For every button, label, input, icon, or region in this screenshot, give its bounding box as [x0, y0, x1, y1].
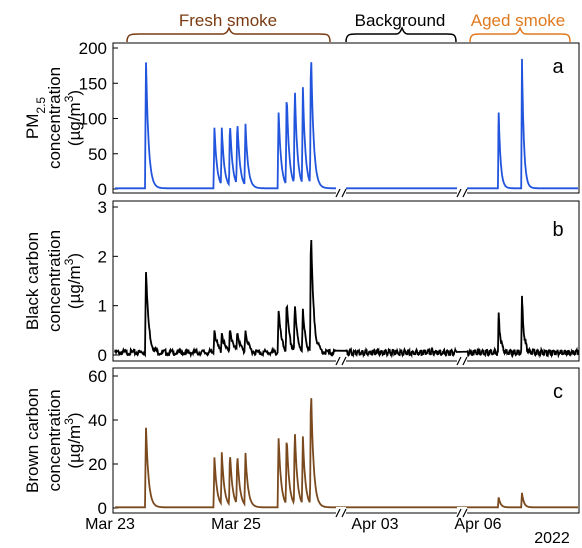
y-tick-label: 50	[88, 145, 107, 164]
y-axis-label-line: (µg/m3)	[62, 253, 84, 309]
y-tick-label: 0	[98, 499, 107, 518]
x-axis: Mar 23 Mar 25 Apr 03 Apr 06 2022	[85, 516, 570, 547]
y-tick-label: 2	[98, 247, 107, 266]
axis-break-mark	[456, 356, 462, 366]
axis-break-gap	[336, 187, 346, 199]
series-line-segment	[114, 239, 337, 359]
series-line-segment	[115, 398, 336, 509]
series-line-segment	[335, 346, 457, 359]
y-tick-label: 200	[79, 39, 107, 58]
period-label-fresh: Fresh smoke	[179, 11, 277, 30]
y-axis-label-line: concentration	[45, 230, 64, 332]
axis-break-mark	[456, 188, 462, 198]
x-tick-label: Mar 23	[85, 516, 135, 533]
year-label: 2022	[534, 530, 570, 547]
axis-break-mark	[341, 188, 347, 198]
axis-break-mark	[462, 508, 468, 518]
axis-break-mark	[462, 188, 468, 198]
axis-break-gap	[457, 355, 467, 367]
y-tick-label: 3	[98, 198, 107, 217]
axis-break-mark	[341, 508, 347, 518]
axis-break-mark	[456, 508, 462, 518]
period-label-aged: Aged smoke	[471, 11, 566, 30]
y-tick-label: 40	[88, 411, 107, 430]
period-label-background: Background	[355, 11, 446, 30]
y-axis-label-line: concentration	[45, 389, 64, 491]
axis-break-gap	[336, 355, 346, 367]
axis-break-gap	[457, 187, 467, 199]
axis-break-gap	[457, 507, 467, 519]
x-tick-label: Apr 06	[454, 516, 501, 533]
panel-frame	[112, 42, 580, 194]
panel-frame	[112, 200, 580, 362]
y-tick-label: 0	[98, 346, 107, 365]
series-line-segment	[456, 58, 578, 190]
y-tick-label: 60	[88, 367, 107, 386]
y-axis-label: Brown carbon concentration (µg/m3)	[23, 388, 84, 493]
y-axis: 0 1 2 3	[98, 198, 118, 365]
y-axis-label-line: Brown carbon	[23, 388, 42, 493]
period-brackets: Fresh smoke Background Aged smoke	[126, 11, 571, 43]
y-axis-label-line: Black carbon	[23, 232, 42, 330]
period-bracket-aged	[469, 26, 571, 43]
axis-break-mark	[341, 356, 347, 366]
y-tick-label: 1	[98, 297, 107, 316]
y-axis-label: Black carbon concentration (µg/m3)	[23, 230, 84, 332]
y-axis-label-line: (µg/m3)	[62, 90, 84, 146]
panel-letter: a	[552, 56, 564, 78]
panel-frame	[112, 367, 580, 514]
y-axis: 0 20 40 60	[88, 367, 118, 518]
axis-breaks	[335, 187, 468, 519]
axis-break-mark	[335, 188, 341, 198]
axis-break-gap	[336, 507, 346, 519]
series-pm25	[115, 58, 578, 190]
y-axis: 0 50 100 150 200	[79, 39, 118, 199]
x-tick-label: Mar 25	[211, 516, 261, 533]
axis-break-mark	[335, 356, 341, 366]
axis-break-mark	[335, 508, 341, 518]
panel-letter: b	[552, 219, 563, 241]
y-tick-label: 100	[79, 110, 107, 129]
panel-b: 0 1 2 3 Black carbon concentration (µg/m3) b	[23, 198, 580, 365]
series-line-segment	[456, 492, 578, 509]
series-black-carbon	[114, 239, 579, 359]
period-bracket-fresh	[126, 26, 331, 43]
panel-c: 0 20 40 60 Brown carbon concentration (µg/m3)…	[23, 367, 580, 518]
y-axis-label-line: concentration	[45, 67, 64, 169]
series-line-segment	[115, 62, 336, 190]
series-line-segment	[455, 295, 579, 359]
series-brown-carbon	[115, 398, 578, 509]
panel-letter: c	[553, 381, 563, 403]
y-axis-label-line: (µg/m3)	[62, 412, 84, 468]
period-bracket-background	[345, 26, 457, 43]
y-tick-label: 20	[88, 455, 107, 474]
y-tick-label: 150	[79, 74, 107, 93]
x-tick-label: Apr 03	[351, 516, 398, 533]
axis-break-mark	[462, 356, 468, 366]
y-tick-label: 0	[98, 180, 107, 199]
